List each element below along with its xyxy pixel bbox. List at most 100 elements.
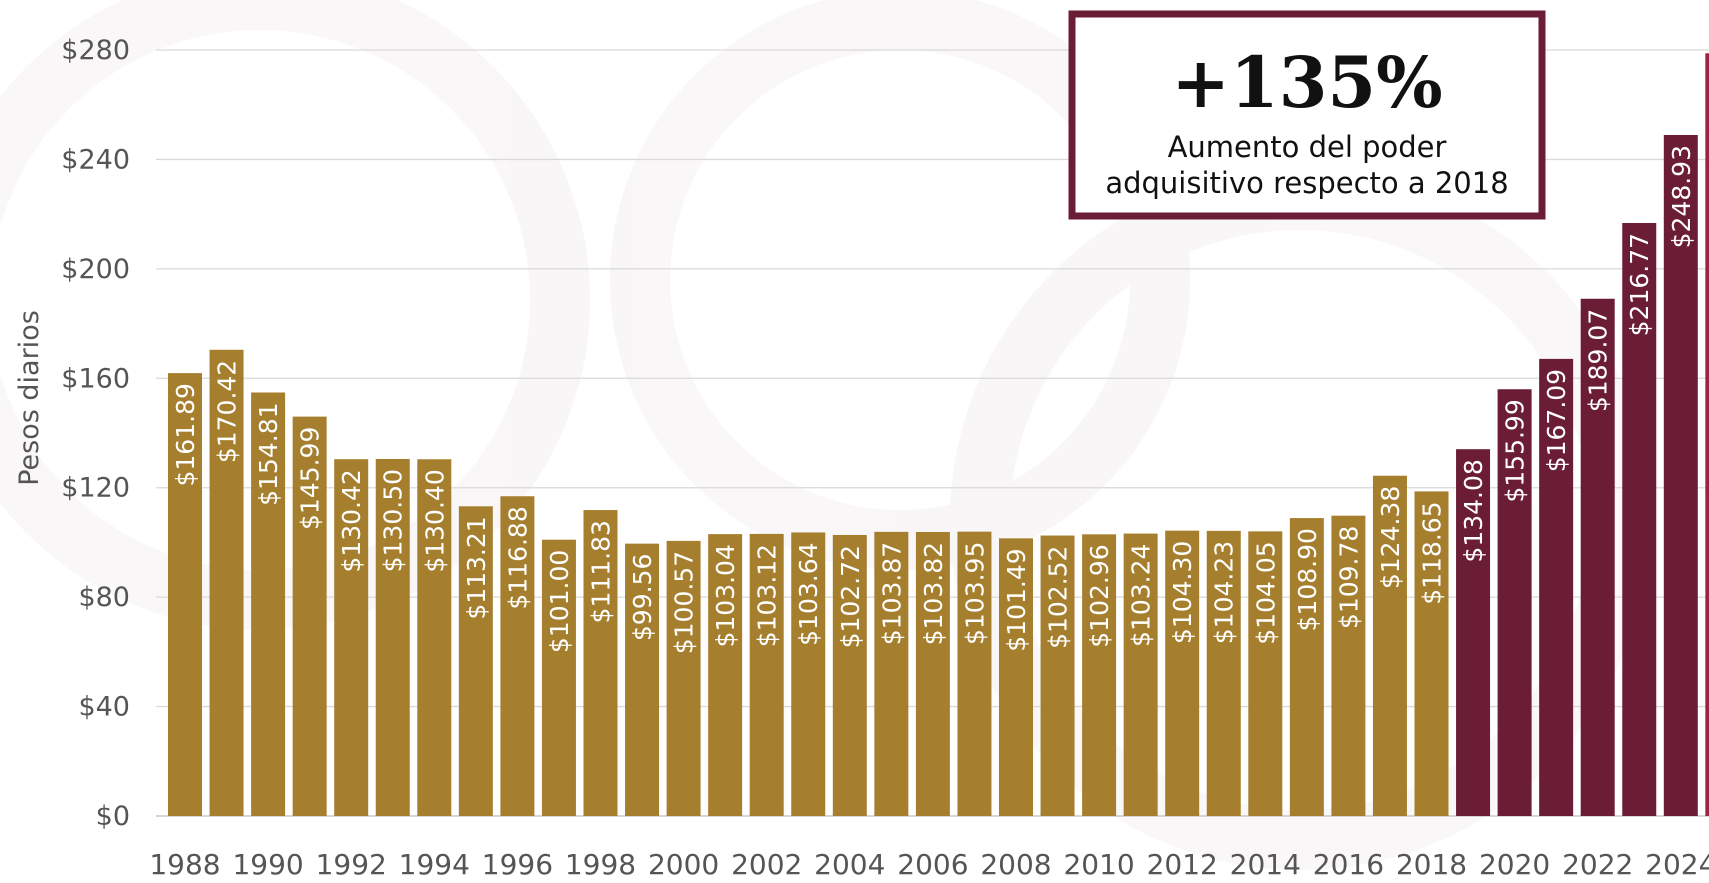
bar-value-label: $216.77 — [1625, 233, 1654, 336]
bar-1989 — [209, 349, 244, 816]
bar-value-label: $104.30 — [1168, 541, 1197, 644]
callout-line-2: adquisitivo respecto a 2018 — [1105, 166, 1508, 200]
bar-2005 — [874, 531, 909, 816]
bar-value-label: $116.88 — [503, 506, 532, 609]
bar-value-label: $100.57 — [670, 551, 699, 654]
x-tick-label: 1988 — [149, 848, 220, 879]
bar-value-label: $101.49 — [1002, 548, 1031, 651]
x-tick-label: 2006 — [897, 848, 968, 879]
bar-1995 — [458, 506, 493, 816]
bar-2020 — [1497, 389, 1532, 816]
bar-2024 — [1663, 134, 1698, 816]
bar-2019 — [1456, 449, 1491, 816]
x-tick-label: 1994 — [399, 848, 470, 879]
bar-2018 — [1414, 491, 1449, 816]
bar-2013 — [1206, 530, 1241, 816]
bar-value-label: $103.24 — [1127, 544, 1156, 647]
x-tick-label: 2012 — [1147, 848, 1218, 879]
bar-value-label: $108.90 — [1293, 528, 1322, 631]
bar-value-label: $103.12 — [753, 544, 782, 647]
bar-value-label: $103.87 — [877, 542, 906, 645]
bar-value-label: $99.56 — [628, 554, 657, 641]
bar-value-label: $248.93 — [1667, 145, 1696, 248]
bar-value-label: $155.99 — [1501, 399, 1530, 502]
bar-1991 — [292, 416, 327, 816]
x-tick-label: 1992 — [316, 848, 387, 879]
bar-2025 — [1705, 53, 1709, 817]
y-tick-label: $80 — [78, 582, 130, 613]
x-tick-label: 2018 — [1396, 848, 1467, 879]
x-tick-label: 1998 — [565, 848, 636, 879]
x-tick-label: 2004 — [814, 848, 885, 879]
bar-2011 — [1123, 533, 1158, 816]
bar-1993 — [375, 458, 410, 816]
bar-value-label: $170.42 — [213, 360, 242, 463]
bar-value-labels: $161.89 $170.42 $154.81 $145.99 $130.42 $130.… — [171, 63, 1709, 654]
bar-value-label: $103.82 — [919, 542, 948, 645]
bar-2000 — [666, 540, 701, 816]
bar-2017 — [1372, 475, 1407, 816]
y-tick-label: $160 — [61, 363, 130, 394]
bar-value-label: $101.00 — [545, 550, 574, 653]
y-tick-label: $120 — [61, 473, 130, 504]
bar-2015 — [1289, 518, 1324, 816]
bar-value-label: $167.09 — [1542, 369, 1571, 472]
bar-1999 — [625, 543, 660, 816]
bar-2009 — [1040, 535, 1075, 816]
bar-value-label: $103.04 — [711, 544, 740, 647]
x-tick-label: 2022 — [1562, 848, 1633, 879]
bar-value-label: $104.05 — [1251, 541, 1280, 644]
y-tick-label: $280 — [61, 35, 130, 66]
callout-line-1: Aumento del poder — [1168, 130, 1447, 164]
bar-1990 — [251, 392, 286, 816]
bar-value-label: $102.52 — [1044, 546, 1073, 649]
x-tick-label: 2010 — [1063, 848, 1134, 879]
bar-2023 — [1622, 222, 1657, 816]
bar-1992 — [334, 459, 369, 816]
bar-2003 — [791, 532, 826, 816]
y-tick-label: $200 — [61, 254, 130, 285]
x-tick-label: 2024 — [1645, 848, 1709, 879]
x-tick-label: 2014 — [1230, 848, 1301, 879]
y-tick-label: $240 — [61, 144, 130, 175]
bars — [168, 53, 1709, 817]
bar-1994 — [417, 459, 452, 816]
bar-value-label: $113.21 — [462, 516, 491, 619]
bar-value-label: $111.83 — [587, 520, 616, 623]
bar-1988 — [168, 373, 202, 816]
bar-value-label: $103.64 — [794, 542, 823, 645]
bar-2001 — [708, 534, 743, 816]
x-tick-label: 2008 — [980, 848, 1051, 879]
bar-value-label: $161.89 — [171, 383, 200, 486]
bar-value-label: $104.23 — [1210, 541, 1239, 644]
bar-2004 — [832, 534, 867, 816]
bar-2014 — [1248, 531, 1283, 816]
bar-value-label: $130.40 — [420, 469, 449, 572]
callout-headline: +135% — [1171, 41, 1442, 124]
y-tick-label: $0 — [96, 801, 130, 832]
bar-2008 — [999, 538, 1033, 816]
bar-2012 — [1165, 530, 1200, 816]
y-axis-ticks: $0 $40 $80 $120 $160 $200 $240 $280 — [61, 35, 130, 832]
bar-2022 — [1580, 298, 1615, 816]
bar-value-label: $189.07 — [1584, 309, 1613, 412]
bar-1996 — [500, 496, 535, 816]
x-tick-label: 2002 — [731, 848, 802, 879]
bar-2021 — [1539, 358, 1574, 816]
bar-value-label: $130.42 — [337, 469, 366, 572]
bar-2010 — [1082, 534, 1117, 816]
callout-box: +135% Aumento del poder adquisitivo resp… — [1068, 10, 1546, 220]
x-tick-label: 2020 — [1479, 848, 1550, 879]
bar-2007 — [957, 531, 992, 816]
bar-value-label: $124.38 — [1376, 486, 1405, 589]
bar-value-label: $109.78 — [1334, 526, 1363, 629]
x-tick-label: 1996 — [482, 848, 553, 879]
bar-value-label: $145.99 — [296, 427, 325, 530]
x-tick-label: 1990 — [232, 848, 303, 879]
bar-value-label: $102.72 — [836, 545, 865, 648]
bar-value-label: $118.65 — [1418, 501, 1447, 604]
bar-2006 — [915, 531, 950, 816]
bar-value-label: $102.96 — [1085, 544, 1114, 647]
